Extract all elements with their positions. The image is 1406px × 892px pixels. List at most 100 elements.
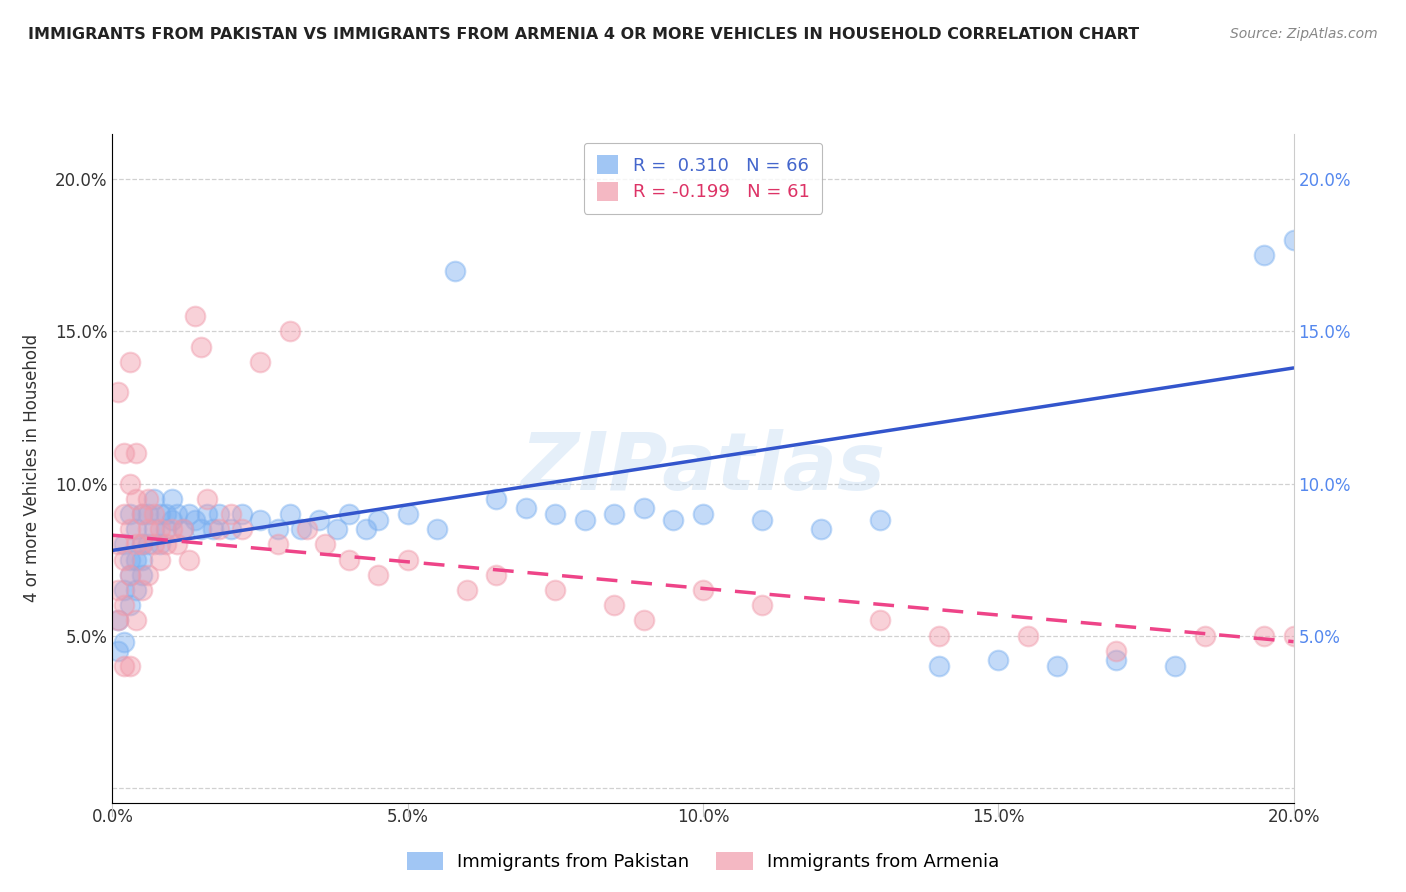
Point bbox=[120, 522, 142, 536]
Point bbox=[485, 491, 508, 506]
Point bbox=[1282, 628, 1305, 642]
Point bbox=[184, 513, 207, 527]
Point bbox=[107, 644, 129, 658]
Point bbox=[112, 552, 135, 566]
Point bbox=[426, 522, 449, 536]
Point bbox=[201, 522, 224, 536]
Point bbox=[267, 537, 290, 551]
Point bbox=[987, 653, 1010, 667]
Point bbox=[125, 613, 148, 627]
Point bbox=[869, 513, 891, 527]
Point bbox=[142, 491, 165, 506]
Point bbox=[1253, 248, 1275, 262]
Point bbox=[297, 522, 319, 536]
Point bbox=[1017, 628, 1039, 642]
Point bbox=[544, 582, 567, 597]
Point bbox=[131, 552, 153, 566]
Point bbox=[136, 567, 159, 582]
Text: ZIPatlas: ZIPatlas bbox=[520, 429, 886, 508]
Point bbox=[136, 507, 159, 521]
Point bbox=[131, 537, 153, 551]
Point bbox=[136, 491, 159, 506]
Point bbox=[231, 522, 253, 536]
Point bbox=[131, 507, 153, 521]
Point bbox=[166, 507, 188, 521]
Point bbox=[314, 537, 336, 551]
Point bbox=[155, 507, 177, 521]
Point bbox=[172, 522, 194, 536]
Point bbox=[208, 522, 231, 536]
Y-axis label: 4 or more Vehicles in Household: 4 or more Vehicles in Household bbox=[24, 334, 41, 602]
Point bbox=[633, 613, 655, 627]
Point bbox=[160, 522, 183, 536]
Point bbox=[184, 310, 207, 324]
Point bbox=[125, 491, 148, 506]
Point bbox=[120, 567, 142, 582]
Point bbox=[219, 522, 242, 536]
Point bbox=[928, 659, 950, 673]
Point bbox=[179, 552, 201, 566]
Point bbox=[107, 582, 129, 597]
Point bbox=[112, 659, 135, 673]
Point bbox=[249, 355, 271, 369]
Point bbox=[456, 582, 478, 597]
Point bbox=[396, 552, 419, 566]
Point bbox=[107, 385, 129, 400]
Point bbox=[290, 522, 312, 536]
Point bbox=[125, 552, 148, 566]
Point bbox=[166, 537, 188, 551]
Point bbox=[131, 507, 153, 521]
Point bbox=[1253, 628, 1275, 642]
Point bbox=[1282, 233, 1305, 247]
Point bbox=[367, 567, 389, 582]
Point bbox=[195, 507, 218, 521]
Point bbox=[120, 659, 142, 673]
Point bbox=[112, 537, 135, 551]
Point bbox=[149, 522, 172, 536]
Point bbox=[751, 513, 773, 527]
Point bbox=[367, 513, 389, 527]
Point bbox=[120, 476, 142, 491]
Point bbox=[356, 522, 378, 536]
Point bbox=[125, 582, 148, 597]
Point bbox=[544, 507, 567, 521]
Point bbox=[112, 598, 135, 612]
Point bbox=[155, 522, 177, 536]
Point bbox=[692, 582, 714, 597]
Point bbox=[692, 507, 714, 521]
Point bbox=[326, 522, 349, 536]
Point bbox=[249, 513, 271, 527]
Point bbox=[278, 325, 301, 339]
Point bbox=[574, 513, 596, 527]
Text: Source: ZipAtlas.com: Source: ZipAtlas.com bbox=[1230, 27, 1378, 41]
Point bbox=[120, 552, 142, 566]
Point bbox=[160, 491, 183, 506]
Point bbox=[125, 537, 148, 551]
Point bbox=[112, 634, 135, 648]
Point bbox=[120, 567, 142, 582]
Point bbox=[142, 522, 165, 536]
Point bbox=[869, 613, 891, 627]
Point bbox=[107, 613, 129, 627]
Point bbox=[125, 522, 148, 536]
Point bbox=[107, 613, 129, 627]
Legend: Immigrants from Pakistan, Immigrants from Armenia: Immigrants from Pakistan, Immigrants fro… bbox=[399, 845, 1007, 879]
Point bbox=[131, 537, 153, 551]
Point bbox=[131, 582, 153, 597]
Point bbox=[1105, 653, 1128, 667]
Point bbox=[142, 507, 165, 521]
Point bbox=[1164, 659, 1187, 673]
Point bbox=[928, 628, 950, 642]
Point bbox=[149, 537, 172, 551]
Point bbox=[751, 598, 773, 612]
Point bbox=[172, 522, 194, 536]
Point bbox=[1105, 644, 1128, 658]
Point bbox=[633, 500, 655, 515]
Point bbox=[120, 355, 142, 369]
Point bbox=[120, 507, 142, 521]
Point bbox=[662, 513, 685, 527]
Point bbox=[149, 507, 172, 521]
Point bbox=[810, 522, 832, 536]
Point bbox=[120, 598, 142, 612]
Point bbox=[308, 513, 330, 527]
